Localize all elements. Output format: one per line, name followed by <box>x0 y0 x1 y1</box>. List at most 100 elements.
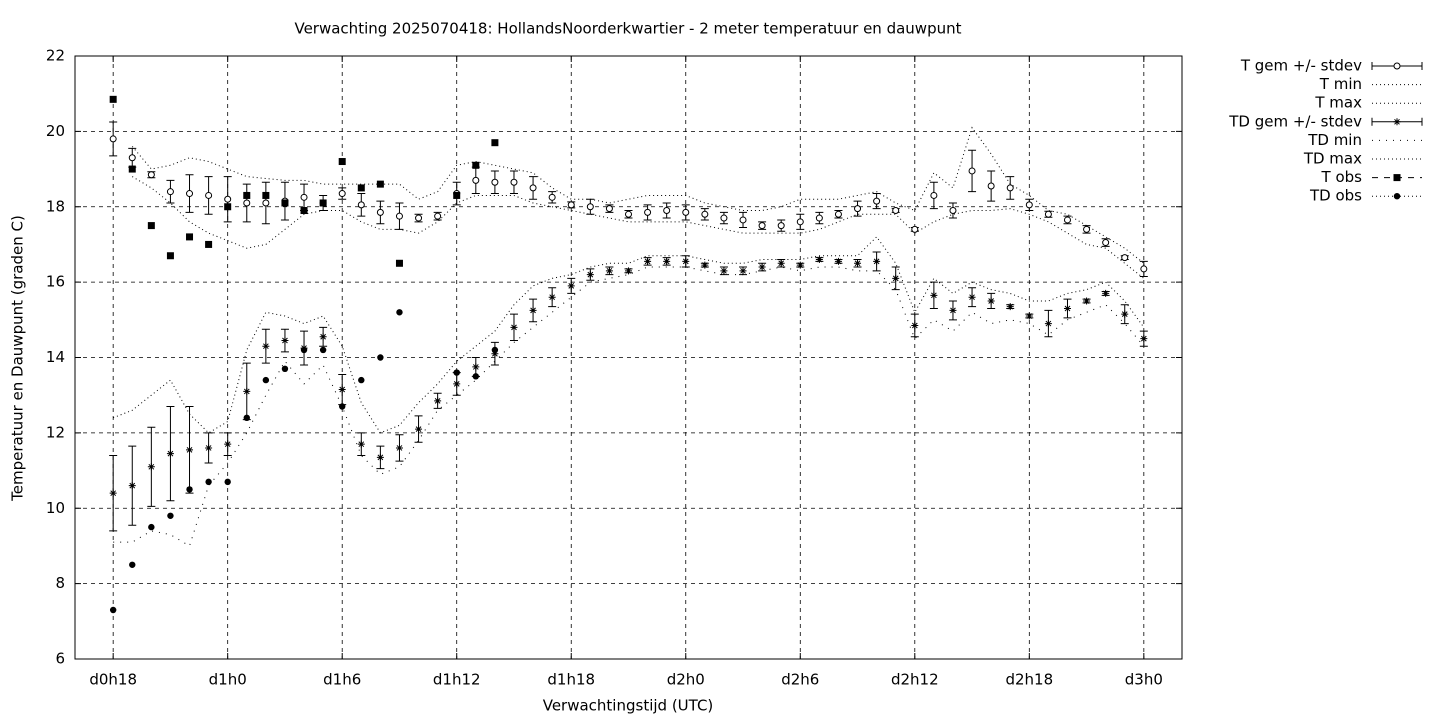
y-tick-label: 8 <box>55 574 65 592</box>
x-tick-label: d2h6 <box>781 671 819 689</box>
data-point <box>281 199 289 207</box>
data-point <box>281 337 289 345</box>
data-point <box>701 261 709 269</box>
data-point <box>376 208 384 216</box>
data-point <box>472 176 480 184</box>
data-point <box>376 180 384 188</box>
data-point <box>224 203 232 211</box>
data-point <box>930 191 938 199</box>
data-point <box>109 489 117 497</box>
legend-label: TD min <box>1307 131 1362 149</box>
data-point <box>510 323 518 331</box>
data-point <box>415 214 423 222</box>
data-point <box>300 207 308 215</box>
data-point <box>205 444 213 452</box>
data-point <box>949 306 957 314</box>
x-tick-label: d2h0 <box>667 671 705 689</box>
data-point <box>625 210 632 218</box>
data-point <box>186 486 193 493</box>
legend-label: T obs <box>1321 168 1363 186</box>
data-point <box>186 233 194 241</box>
data-point <box>205 240 213 248</box>
y-tick-label: 22 <box>46 47 65 65</box>
data-point <box>224 195 232 203</box>
data-point <box>1044 210 1052 218</box>
data-point <box>529 306 537 314</box>
data-point <box>281 365 289 373</box>
data-point <box>376 453 384 461</box>
y-tick-label: 16 <box>46 273 65 291</box>
data-point <box>338 386 346 394</box>
data-point <box>243 414 250 421</box>
data-point <box>128 165 136 173</box>
data-point <box>644 208 652 216</box>
data-point <box>644 257 652 265</box>
data-point <box>395 212 403 220</box>
data-point <box>357 201 365 209</box>
data-point <box>796 218 804 226</box>
data-point <box>605 267 613 275</box>
data-point <box>815 214 823 222</box>
data-point <box>854 205 862 213</box>
data-point <box>1083 297 1091 305</box>
data-point <box>1102 239 1110 247</box>
data-point <box>224 478 231 486</box>
data-point <box>1121 254 1129 262</box>
data-point <box>548 193 556 201</box>
legend-cap <box>1371 62 1423 70</box>
x-tick-label: d1h12 <box>433 671 481 689</box>
data-point <box>243 387 251 395</box>
data-point <box>472 161 480 169</box>
data-point <box>338 158 346 166</box>
data-point <box>415 425 423 433</box>
x-tick-label: d3h0 <box>1125 671 1163 689</box>
data-point <box>166 252 174 260</box>
x-tick-label: d1h18 <box>547 671 595 689</box>
data-point <box>205 478 212 486</box>
data-point <box>892 207 900 215</box>
data-point <box>109 95 117 103</box>
data-point <box>987 182 995 190</box>
data-point <box>434 397 442 405</box>
x-tick-label: d1h0 <box>209 671 247 689</box>
data-point <box>395 259 403 267</box>
data-point <box>262 376 270 384</box>
legend-label: TD max <box>1303 150 1362 168</box>
data-point <box>682 208 690 216</box>
data-point <box>682 257 690 265</box>
legend-cap <box>1371 117 1423 126</box>
data-point <box>510 178 518 186</box>
legend-label: TD gem +/- stdev <box>1228 112 1362 130</box>
data-point <box>739 267 747 275</box>
data-point <box>224 440 232 448</box>
data-point <box>453 369 460 376</box>
data-point <box>796 261 804 269</box>
y-tick-label: 6 <box>55 650 65 668</box>
legend-label: TD obs <box>1309 187 1362 205</box>
data-point <box>166 450 174 458</box>
data-point <box>854 259 862 267</box>
data-point <box>491 178 499 186</box>
data-point <box>605 205 613 213</box>
data-point <box>1006 184 1014 192</box>
data-point <box>777 222 785 230</box>
data-point <box>147 171 155 179</box>
data-point <box>1006 303 1014 311</box>
data-point <box>834 210 842 218</box>
data-point <box>472 363 480 371</box>
data-point <box>1025 201 1033 209</box>
data-point <box>453 380 461 388</box>
y-tick-label: 18 <box>46 197 65 215</box>
data-point <box>892 274 900 282</box>
data-point <box>873 197 881 205</box>
data-point <box>243 191 251 199</box>
legend-label: T max <box>1314 94 1362 112</box>
data-point <box>128 154 136 162</box>
data-point <box>663 257 671 265</box>
data-point <box>262 191 270 199</box>
data-point <box>357 440 365 448</box>
x-tick-label: d1h6 <box>323 671 361 689</box>
y-tick-label: 10 <box>46 499 65 517</box>
data-point <box>148 523 155 531</box>
